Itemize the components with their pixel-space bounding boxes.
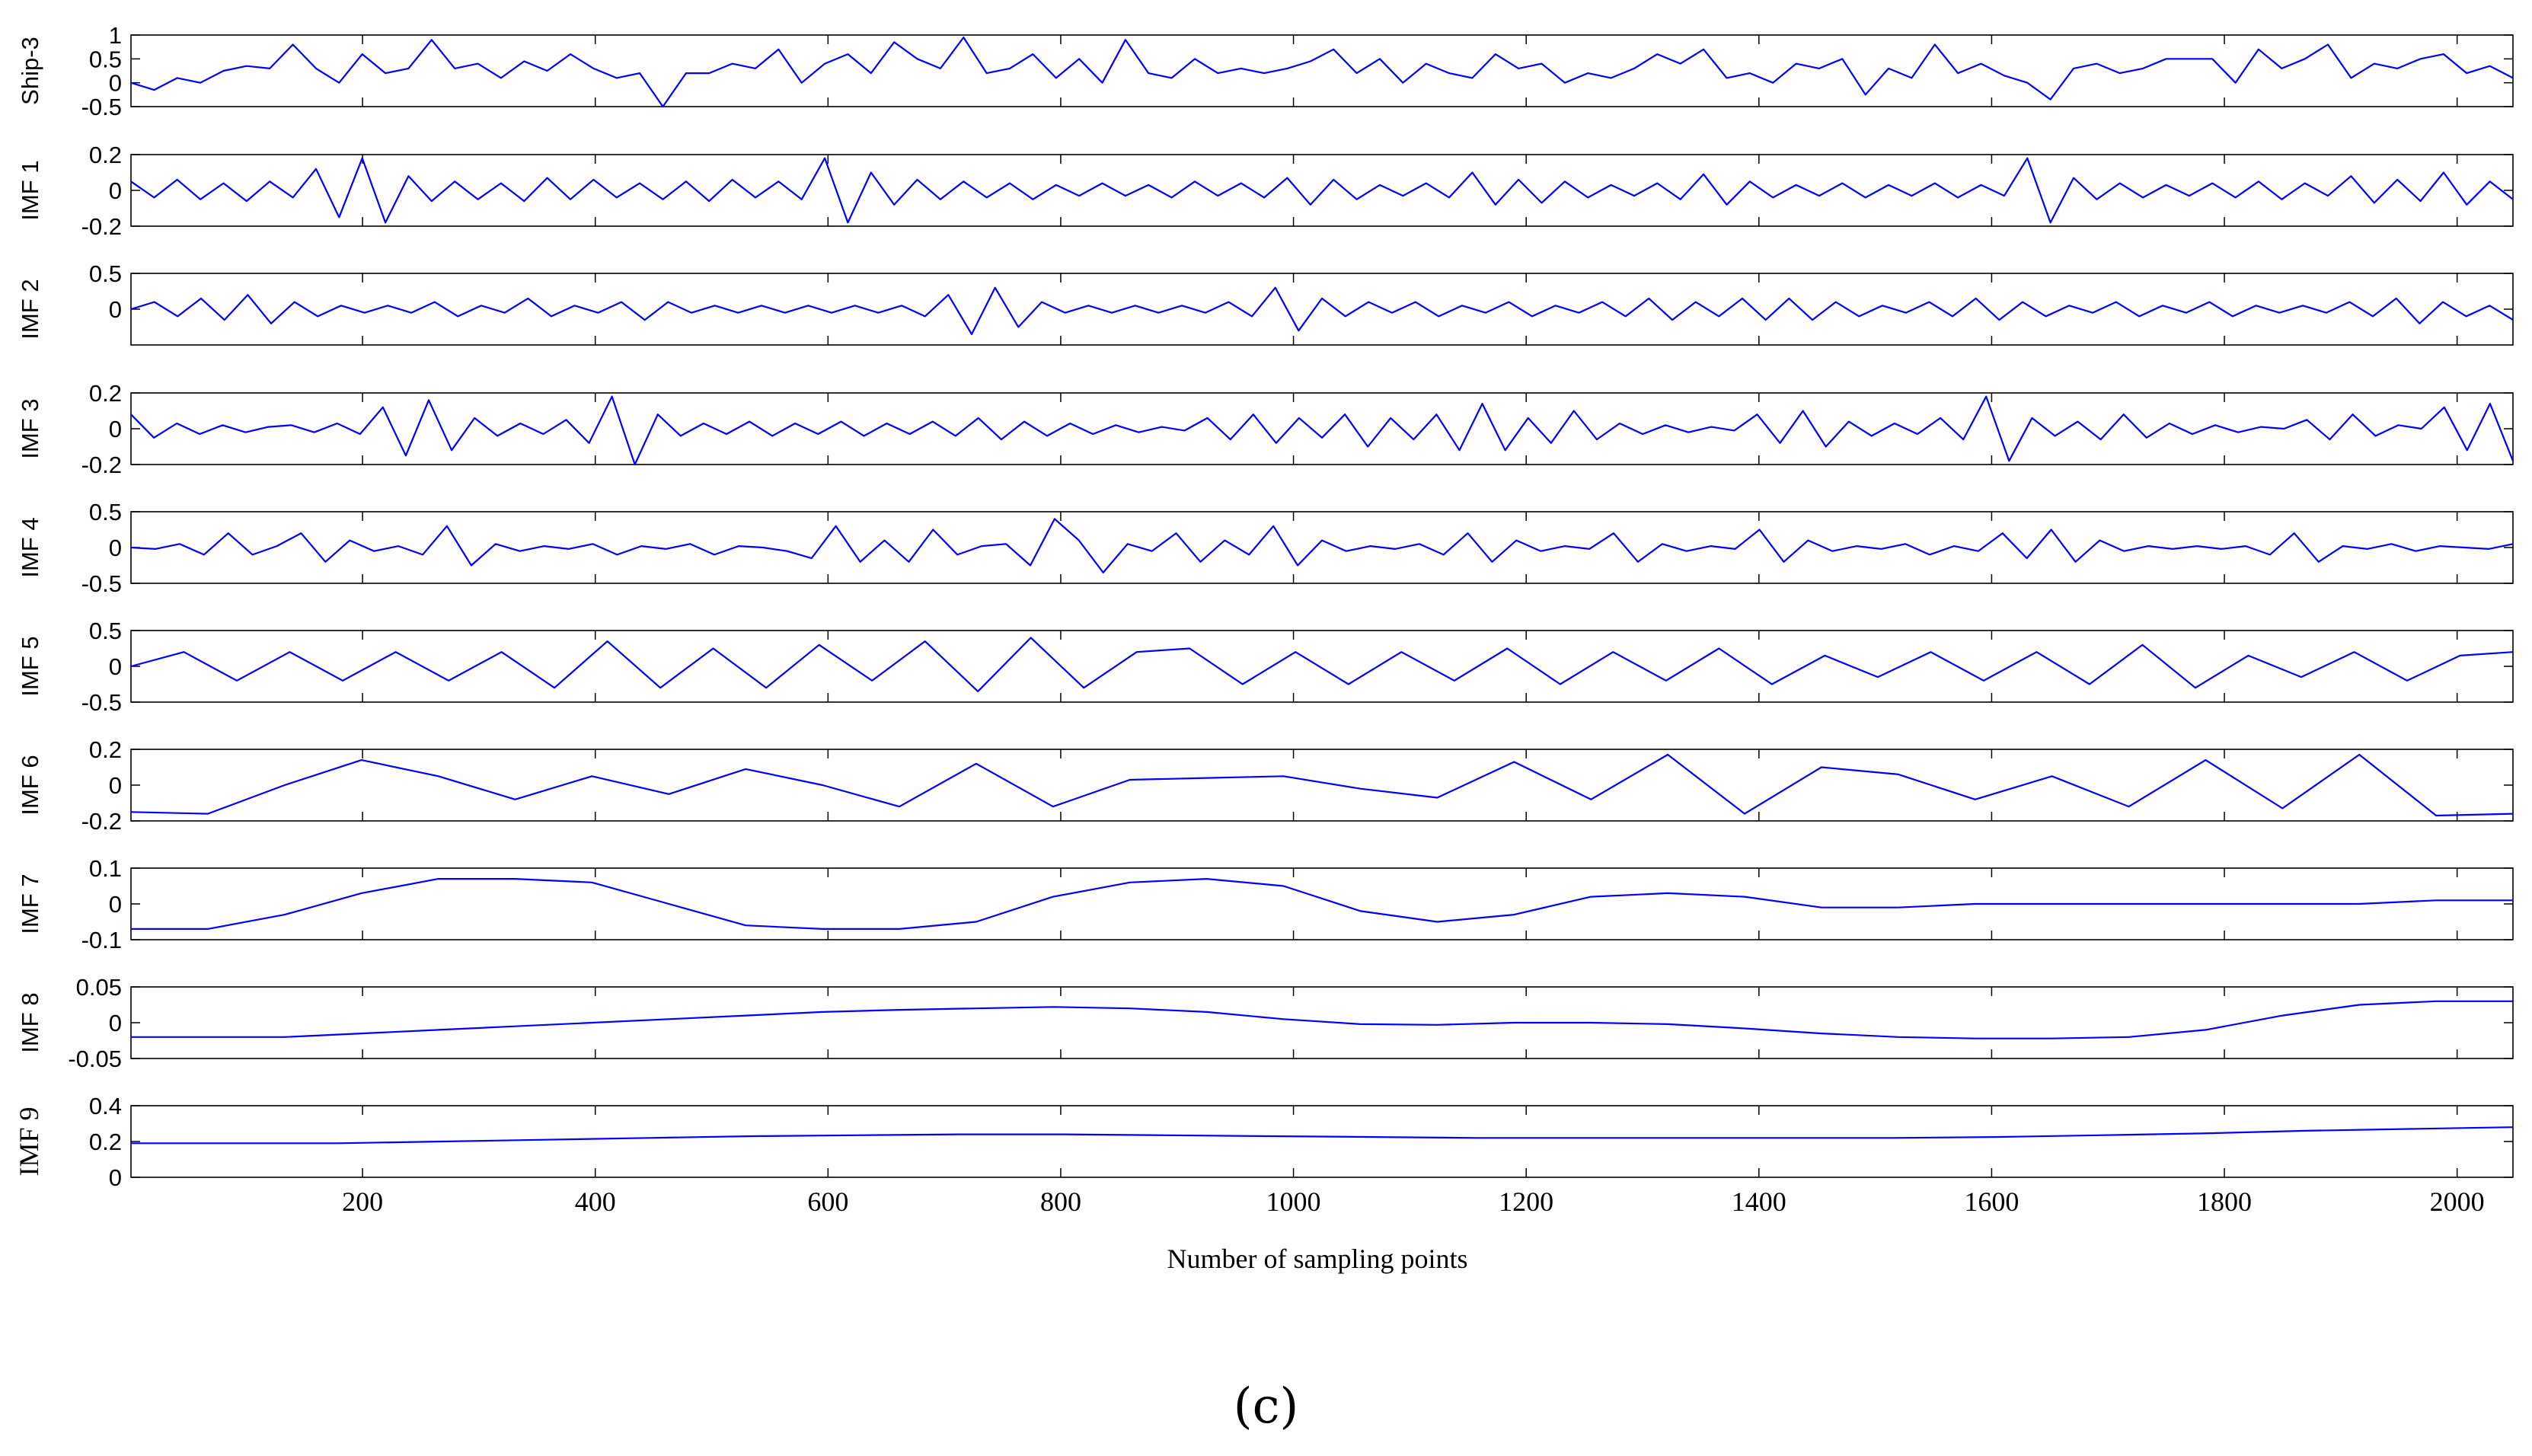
y-tick-label: 0 xyxy=(109,1010,122,1036)
y-tick-label: 0 xyxy=(109,891,122,918)
signal-line xyxy=(130,36,2514,108)
x-axis: 200 400 600 800 1000 1200 1400 1600 1800 2000 xyxy=(342,1186,2485,1217)
y-tick-label: 0 xyxy=(109,772,122,799)
signal-line xyxy=(130,518,2514,574)
y-tick-label: 0.5 xyxy=(89,46,122,72)
y-axis-label: IMF 6 xyxy=(17,755,43,815)
subplot-6: 0.5 0 -0.5 IMF 5 xyxy=(17,618,2514,716)
y-tick-label: -0.5 xyxy=(81,94,122,120)
x-tick-label: 1600 xyxy=(1964,1186,2019,1217)
subplot-2: 0.2 0 -0.2 IMF 1 xyxy=(17,142,2514,240)
signal-line xyxy=(130,753,2514,817)
y-axis-label: IMF 5 xyxy=(17,636,43,696)
figure-caption: (c) xyxy=(1233,1378,1299,1435)
x-tick-label: 400 xyxy=(575,1186,616,1217)
axes-frame xyxy=(130,749,2514,822)
signal-line xyxy=(130,395,2514,466)
y-tick-label: 0 xyxy=(109,416,122,442)
y-tick-label: 0.2 xyxy=(89,142,122,168)
y-tick-label: -0.05 xyxy=(68,1046,122,1072)
y-tick-label: 0.05 xyxy=(76,974,122,1001)
subplot-8: 0.1 0 -0.1 IMF 7 xyxy=(17,855,2514,953)
y-tick-label: -0.2 xyxy=(81,213,122,240)
y-tick-label: 0 xyxy=(109,1164,122,1191)
y-axis-label: IMF 4 xyxy=(17,517,43,577)
y-axis-label: Ship-3 xyxy=(17,37,43,105)
y-tick-label: 0.2 xyxy=(89,380,122,407)
y-axis-label: IMF 2 xyxy=(17,279,43,339)
y-tick-label: -0.5 xyxy=(81,689,122,716)
x-tick-label: 1400 xyxy=(1732,1186,1786,1217)
subplot-10: 0.4 0.2 0 IMF 9 xyxy=(14,1093,2514,1191)
subplot-9: 0.05 0 -0.05 IMF 8 xyxy=(17,974,2514,1072)
axes-frame xyxy=(130,630,2514,703)
x-tick-label: 200 xyxy=(342,1186,383,1217)
x-tick-label: 2000 xyxy=(2430,1186,2485,1217)
y-tick-label: 0.4 xyxy=(89,1093,122,1119)
signal-line xyxy=(131,877,2513,931)
signal-line xyxy=(131,1000,2513,1039)
y-axis-label: IMF 3 xyxy=(17,398,43,458)
y-tick-label: 0 xyxy=(109,70,122,97)
y-tick-label: 1 xyxy=(109,22,122,49)
y-axis-label: IMF 8 xyxy=(17,992,43,1052)
x-tick-label: 800 xyxy=(1040,1186,1081,1217)
x-tick-label: 1200 xyxy=(1499,1186,1553,1217)
x-tick-label: 1000 xyxy=(1266,1186,1321,1217)
signal-line xyxy=(131,1126,2514,1145)
y-tick-label: 0.5 xyxy=(89,618,122,644)
y-tick-label: 0.2 xyxy=(89,1129,122,1155)
y-tick-label: 0 xyxy=(109,535,122,561)
y-tick-label: 0.1 xyxy=(89,855,122,882)
y-tick-label: 0 xyxy=(109,653,122,680)
y-tick-label: -0.1 xyxy=(81,927,122,953)
y-tick-label: -0.2 xyxy=(81,452,122,478)
subplot-3: 0.5 0 IMF 2 xyxy=(17,260,2514,346)
y-tick-label: -0.5 xyxy=(81,570,122,597)
y-tick-label: 0.5 xyxy=(89,499,122,525)
subplot-4: 0.2 0 -0.2 IMF 3 xyxy=(17,380,2514,478)
y-tick-label: 0.2 xyxy=(89,736,122,763)
subplot-5: 0.5 0 -0.5 IMF 4 xyxy=(17,499,2514,597)
signal-line xyxy=(130,157,2514,224)
x-tick-label: 1800 xyxy=(2197,1186,2252,1217)
x-axis-label: Number of sampling points xyxy=(1167,1244,1468,1274)
axes-frame xyxy=(130,986,2514,1059)
signal-line xyxy=(130,637,2514,693)
signal-line xyxy=(130,286,2514,335)
y-tick-label: 0.5 xyxy=(89,260,122,287)
y-axis-label: IMF 1 xyxy=(17,160,43,220)
y-tick-label: -0.2 xyxy=(81,808,122,835)
y-tick-label: 0 xyxy=(109,296,122,323)
x-tick-label: 600 xyxy=(807,1186,848,1217)
y-axis-label: IMF 7 xyxy=(17,873,43,934)
axes-frame xyxy=(130,34,2514,107)
y-tick-label: 0 xyxy=(109,177,122,204)
y-axis-label: IMF 9 xyxy=(14,1106,44,1176)
subplot-7: 0.2 0 -0.2 IMF 6 xyxy=(17,736,2514,835)
subplot-1: 10.50-0.5 Ship-3 xyxy=(17,22,2514,120)
